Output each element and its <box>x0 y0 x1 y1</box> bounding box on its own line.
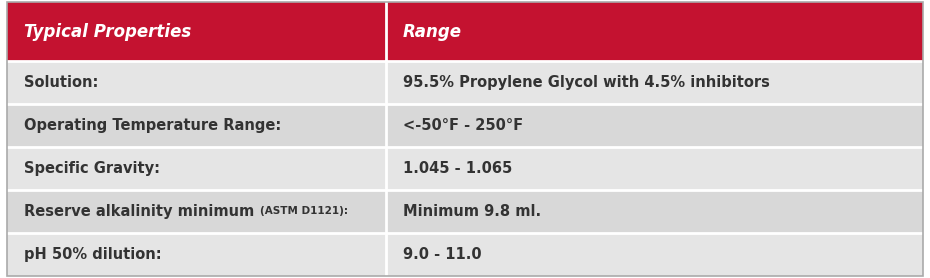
Text: Range: Range <box>403 23 461 41</box>
Bar <box>7 2 923 61</box>
Text: pH 50% dilution:: pH 50% dilution: <box>24 247 162 262</box>
Bar <box>7 61 923 104</box>
Text: 95.5% Propylene Glycol with 4.5% inhibitors: 95.5% Propylene Glycol with 4.5% inhibit… <box>403 75 769 90</box>
Text: (ASTM D1121):: (ASTM D1121): <box>259 206 348 216</box>
Text: 9.0 - 11.0: 9.0 - 11.0 <box>403 247 482 262</box>
Text: Operating Temperature Range:: Operating Temperature Range: <box>24 118 282 133</box>
Text: Minimum 9.8 ml.: Minimum 9.8 ml. <box>403 204 541 219</box>
Text: 1.045 - 1.065: 1.045 - 1.065 <box>403 161 512 176</box>
Text: Typical Properties: Typical Properties <box>24 23 192 41</box>
Text: Specific Gravity:: Specific Gravity: <box>24 161 160 176</box>
Bar <box>7 190 923 233</box>
Text: Reserve alkalinity minimum: Reserve alkalinity minimum <box>24 204 259 219</box>
Text: Solution:: Solution: <box>24 75 99 90</box>
Bar <box>7 147 923 190</box>
Text: <-50°F - 250°F: <-50°F - 250°F <box>403 118 523 133</box>
Bar <box>7 104 923 147</box>
Bar <box>7 233 923 276</box>
